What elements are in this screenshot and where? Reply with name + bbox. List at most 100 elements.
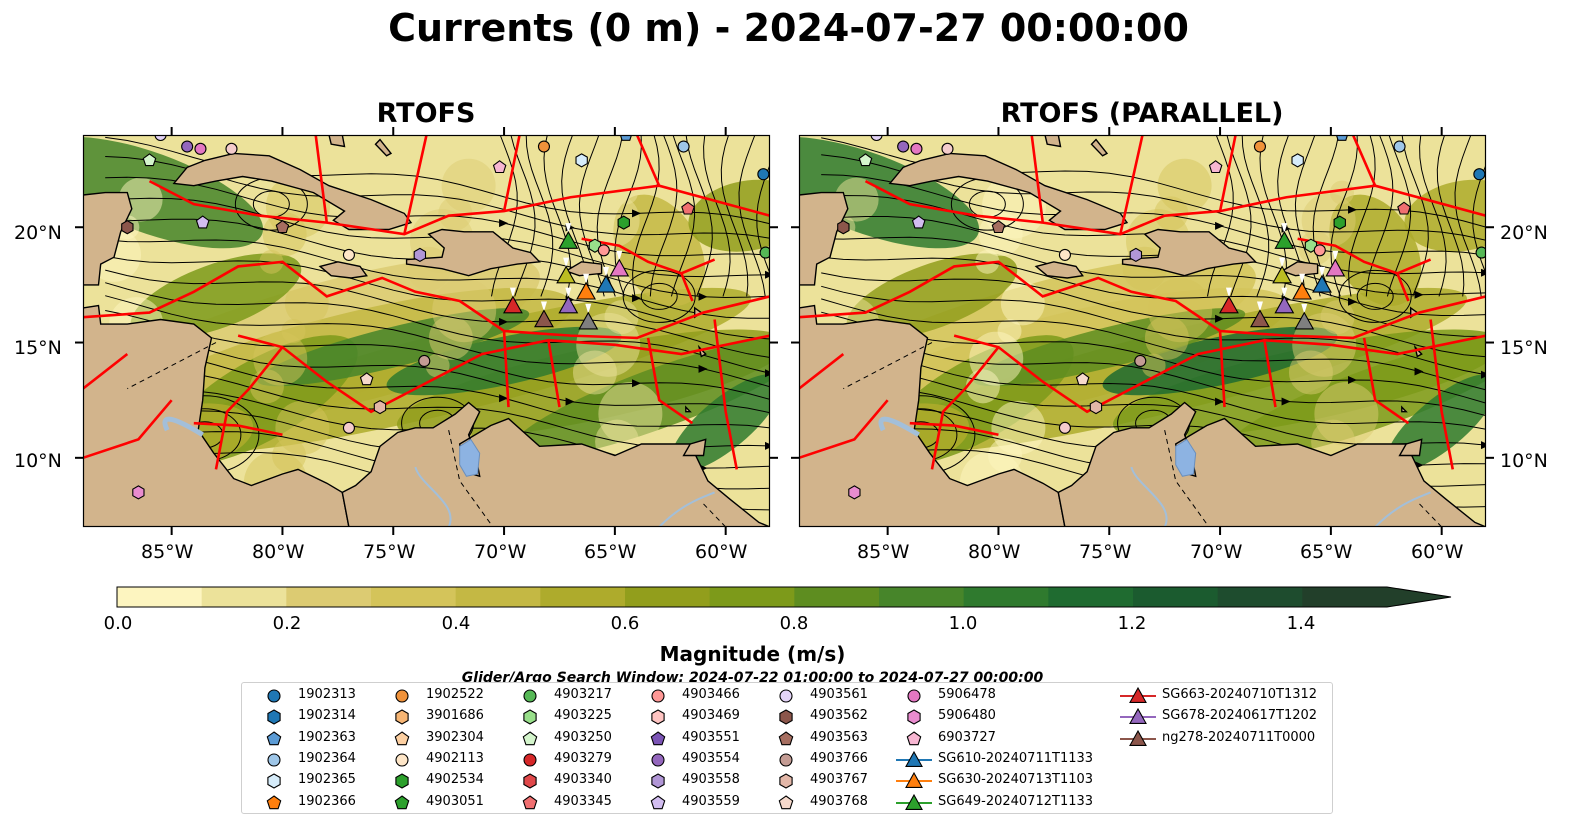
- argo-float-1902363: [1335, 135, 1349, 141]
- argo-float-5906478: [194, 142, 207, 155]
- colorbar-segment: [1133, 587, 1219, 607]
- colorbar-extend-arrow: [1387, 587, 1451, 607]
- colorbar-segment: [286, 587, 372, 607]
- gliders: [1218, 223, 1346, 330]
- argo-float-4903345: [1397, 201, 1411, 215]
- legend-marker-circle: [523, 753, 537, 767]
- legend-item-label: 4903563: [810, 729, 868, 745]
- argo-float-4903561: [154, 135, 167, 142]
- glider-SG649: [1274, 230, 1295, 249]
- land: [799, 135, 1486, 527]
- argo-float-4903559: [911, 215, 926, 229]
- colorbar-tick-0-6: 0.6: [610, 613, 640, 634]
- legend-marker-pentagon: [906, 730, 922, 745]
- colorbar-tick-0-4: 0.4: [441, 613, 471, 634]
- legend-marker-hexagon: [779, 773, 793, 789]
- argo-float-4903558: [413, 247, 427, 263]
- legend-marker-triangle: [1129, 708, 1147, 725]
- legend-item-label: 4903340: [554, 772, 612, 788]
- argo-float-1902522: [537, 140, 551, 153]
- argo-float-4903225: [588, 238, 602, 253]
- lat-label-10n-right: 10°N: [1500, 450, 1548, 472]
- glider-SG610: [596, 274, 616, 293]
- river-orinoco: [1374, 491, 1431, 527]
- map-frame: [82, 134, 771, 528]
- argo-float-5906480: [132, 485, 145, 500]
- legend-item-label: 1902366: [298, 793, 356, 809]
- colorbar-tick-1-4: 1.4: [1286, 613, 1316, 634]
- argo-float-1902313: [757, 168, 770, 181]
- legend-marker-pentagon: [394, 730, 410, 745]
- lat-label-15n-right: 15°N: [1500, 337, 1548, 359]
- glider-SG649: [558, 230, 579, 249]
- lon-label-80w-left: 80°W: [252, 541, 305, 563]
- legend-item-label: SG678-20240617T1202: [1162, 708, 1318, 724]
- colorbar-tick-1-0: 1.0: [948, 613, 978, 634]
- legend-marker-hexagon: [395, 709, 409, 725]
- colorbar-segment: [625, 587, 711, 607]
- argo-float-4903225: [1304, 238, 1318, 253]
- colorbar-segment: [709, 587, 795, 607]
- lon-label-65w-right: 65°W: [1300, 541, 1353, 563]
- eez-boundaries: [799, 135, 1486, 470]
- colorbar-tick-0: 0.0: [103, 613, 133, 634]
- legend-marker-hexagon: [651, 773, 665, 789]
- argo-float-4903767: [373, 399, 387, 415]
- legend-item-label: 5906478: [938, 687, 996, 702]
- glider-SG678: [558, 295, 579, 314]
- legend-item-label: SG610-20240711T1133: [938, 750, 1094, 766]
- glider-ru29: [1272, 265, 1293, 284]
- legend-marker-circle: [907, 689, 921, 703]
- argo-float-4903250: [142, 153, 157, 167]
- legend-item-label: ng278-20240711T0000: [1162, 729, 1316, 745]
- legend-marker-hexagon: [779, 709, 793, 725]
- axis-ticks: [75, 127, 778, 535]
- map-panel-rtofs-parallel[interactable]: [791, 127, 1494, 535]
- legend-item-label: 4903766: [810, 750, 868, 766]
- lake-maracaibo: [459, 438, 481, 477]
- argo-float-4903768: [1075, 372, 1090, 386]
- argo-float-4903562: [121, 220, 134, 235]
- legend-item-label: 4902113: [426, 750, 484, 766]
- legend-item-label: SG649-20240712T1133: [938, 793, 1094, 809]
- lake-nicaragua: [878, 416, 920, 437]
- argo-float-4903466: [1313, 244, 1326, 257]
- country-borders: [127, 342, 727, 527]
- argo-float-4903554: [181, 140, 194, 153]
- argo-float-4903561: [870, 135, 883, 142]
- legend-marker-pentagon: [778, 794, 794, 809]
- glider-SG663: [1218, 295, 1239, 314]
- legend-item-label: SG630-20240713T1103: [938, 772, 1094, 788]
- legend-marker-pentagon: [522, 794, 538, 809]
- legend-item-label: 1902522: [426, 687, 484, 702]
- legend-item-label: 5906480: [938, 708, 996, 724]
- legend-item-label: 4903551: [682, 729, 740, 745]
- legend-marker-triangle: [905, 750, 923, 767]
- legend-marker-hexagon: [267, 773, 281, 789]
- colorbar-label: Magnitude (m/s): [659, 642, 846, 666]
- land: [83, 135, 770, 527]
- figure-title: Currents (0 m) - 2024-07-27 00:00:00: [388, 6, 1189, 50]
- legend-marker-hexagon: [523, 773, 537, 789]
- legend-marker-hexagon: [523, 709, 537, 725]
- legend-marker-pentagon: [394, 794, 410, 809]
- argo-float-5906480: [848, 485, 861, 500]
- argo-floats: [837, 135, 1486, 500]
- colorbar-segment: [455, 587, 541, 607]
- legend-marker-circle: [267, 753, 281, 767]
- legend-marker-triangle: [905, 793, 923, 810]
- map-panel-rtofs[interactable]: [75, 127, 778, 535]
- legend-item-label: 4902534: [426, 772, 484, 788]
- legend-marker-pentagon: [266, 730, 282, 745]
- argo-float-4903766: [1134, 354, 1147, 368]
- axis-ticks: [791, 127, 1494, 535]
- legend-item-label: 4903562: [810, 708, 868, 724]
- argo-float-1902522: [1253, 140, 1267, 153]
- argo-floats: [121, 135, 770, 500]
- legend-item-label: 4903768: [810, 793, 868, 809]
- legend-item-label: 1902363: [298, 729, 356, 745]
- argo-float-4903769: [225, 142, 238, 155]
- legend-item-label: 4903558: [682, 772, 740, 788]
- lake-nicaragua: [162, 416, 204, 437]
- lat-label-20n-left: 20°N: [14, 222, 62, 244]
